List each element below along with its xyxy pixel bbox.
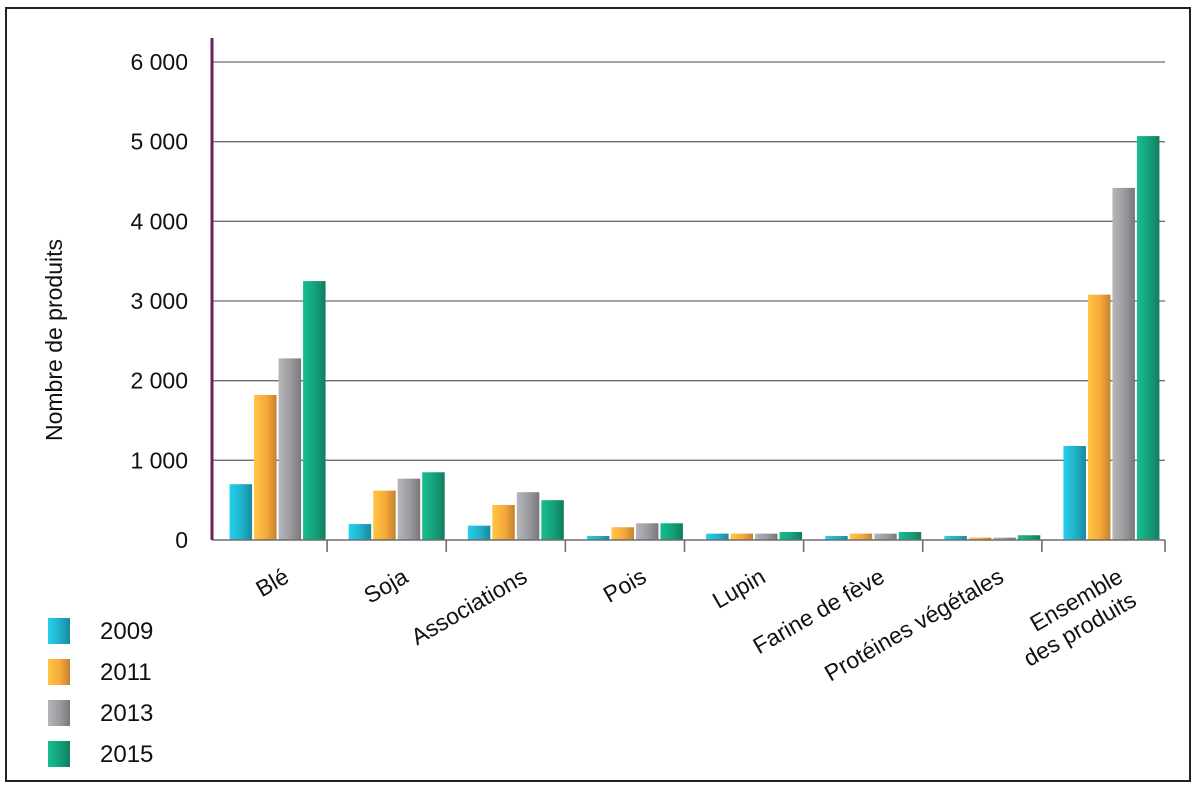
- bar-2009-3: [586, 536, 610, 540]
- bar-2015-1: [422, 472, 445, 540]
- bar-2015-0: [303, 281, 326, 540]
- y-tick-label: 1 000: [130, 447, 188, 473]
- legend-swatch-2013: [48, 700, 70, 726]
- bar-2015-4: [779, 532, 803, 540]
- x-axis: [210, 38, 1166, 552]
- y-tick-label: 4 000: [130, 208, 188, 234]
- legend-swatch-2015: [48, 741, 70, 767]
- legend-label-2015: 2015: [100, 741, 153, 768]
- bar-2011-0: [254, 395, 277, 540]
- bar-2011-6: [968, 537, 992, 540]
- chart-border: [5, 7, 1191, 782]
- bar-2009-7: [1063, 445, 1086, 540]
- bar-2013-1: [397, 478, 421, 540]
- bar-2009-0: [229, 484, 253, 540]
- bar-2013-0: [278, 358, 302, 540]
- legend: 2009 2011 2013 2015: [48, 618, 153, 768]
- grid-lines: [212, 61, 1165, 461]
- bar-2009-4: [706, 533, 729, 540]
- bar-2013-3: [635, 523, 659, 540]
- bar-2011-2: [492, 504, 515, 540]
- bar-2015-5: [898, 532, 922, 540]
- bar-2009-1: [348, 524, 372, 540]
- bar-2011-7: [1087, 294, 1111, 540]
- bar-2009-6: [944, 536, 967, 540]
- bar-2013-2: [516, 492, 540, 540]
- y-tick-label: 2 000: [130, 368, 188, 394]
- legend-label-2013: 2013: [100, 700, 153, 727]
- bar-2011-1: [373, 490, 396, 540]
- legend-label-2009: 2009: [100, 618, 153, 645]
- bar-2011-5: [849, 533, 873, 540]
- bar-2015-7: [1136, 136, 1160, 540]
- y-tick-label: 3 000: [130, 288, 188, 314]
- y-axis-ticks: 0 1 000 2 000 3 000 4 000 5 000 6 000: [130, 49, 188, 553]
- legend-swatch-2009: [48, 618, 70, 644]
- bar-2011-3: [611, 527, 634, 540]
- legend-label-2011: 2011: [100, 659, 152, 686]
- bar-2015-2: [541, 500, 564, 540]
- bars: [229, 136, 1160, 540]
- y-tick-label: 0: [175, 527, 188, 553]
- bar-2015-3: [660, 523, 683, 540]
- bar-2011-4: [730, 533, 754, 540]
- bar-2013-4: [755, 533, 778, 540]
- bar-2015-6: [1017, 535, 1041, 540]
- y-tick-label: 6 000: [130, 49, 188, 75]
- bar-2013-6: [993, 537, 1016, 540]
- bar-2013-5: [874, 533, 897, 540]
- y-axis-label: Nombre de produits: [41, 239, 67, 441]
- y-tick-label: 5 000: [130, 129, 188, 155]
- legend-swatch-2011: [48, 659, 70, 685]
- bar-2009-2: [467, 525, 491, 540]
- bar-2013-7: [1112, 187, 1135, 540]
- bar-2009-5: [825, 536, 848, 540]
